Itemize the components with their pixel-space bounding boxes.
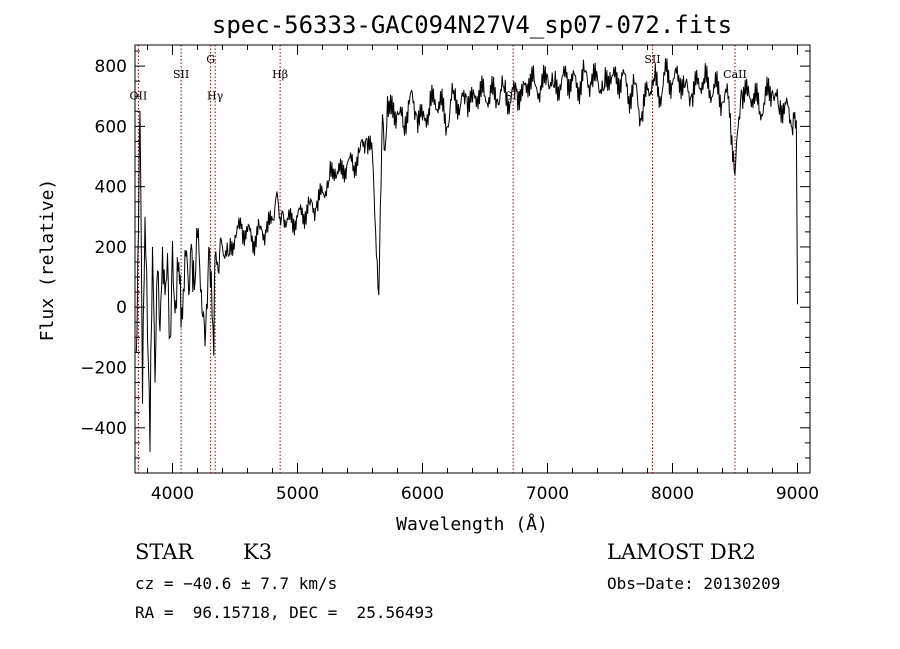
x-tick-label: 4000 bbox=[151, 484, 194, 504]
flux-series-line bbox=[135, 58, 798, 452]
y-tick-label: 600 bbox=[95, 117, 127, 137]
y-tick-label: 800 bbox=[95, 57, 127, 77]
x-tick-label: 9000 bbox=[776, 484, 819, 504]
axis-ticks: 4000 5000 6000 7000 8000 9000 −400 −200 0 200 400 6… bbox=[80, 45, 819, 504]
observation-date: Obs−Date: 20130209 bbox=[607, 574, 781, 593]
spectral-line-label: CaII bbox=[723, 68, 747, 81]
x-tick-label: 8000 bbox=[651, 484, 694, 504]
survey-name: LAMOST DR2 bbox=[607, 540, 756, 564]
spectral-line-label: SII bbox=[173, 68, 189, 81]
object-subclass: K3 bbox=[243, 540, 273, 564]
x-axis-label: Wavelength (Å) bbox=[396, 513, 548, 535]
spectral-line-label: SII bbox=[644, 53, 660, 66]
y-tick-label: 0 bbox=[116, 298, 127, 318]
chart-title: spec-56333-GAC094N27V4_sp07-072.fits bbox=[212, 11, 732, 39]
x-tick-label: 5000 bbox=[276, 484, 319, 504]
plot-frame bbox=[134, 44, 811, 474]
redshift-velocity: cz = −40.6 ± 7.7 km/s bbox=[135, 574, 338, 593]
spectral-line-label: Hβ bbox=[272, 68, 288, 81]
coordinates: RA = 96.15718, DEC = 25.56493 bbox=[135, 603, 434, 622]
x-tick-label: 7000 bbox=[526, 484, 569, 504]
spectral-line-label: Hγ bbox=[207, 89, 224, 102]
y-tick-label: 400 bbox=[95, 178, 127, 198]
y-tick-label: −400 bbox=[80, 419, 127, 439]
x-tick-label: 6000 bbox=[401, 484, 444, 504]
y-axis-label: Flux (relative) bbox=[37, 179, 58, 342]
spectral-line-label: G bbox=[206, 53, 215, 66]
y-tick-label: 200 bbox=[95, 238, 127, 258]
y-tick-label: −200 bbox=[80, 359, 127, 379]
object-class: STAR bbox=[135, 540, 194, 564]
